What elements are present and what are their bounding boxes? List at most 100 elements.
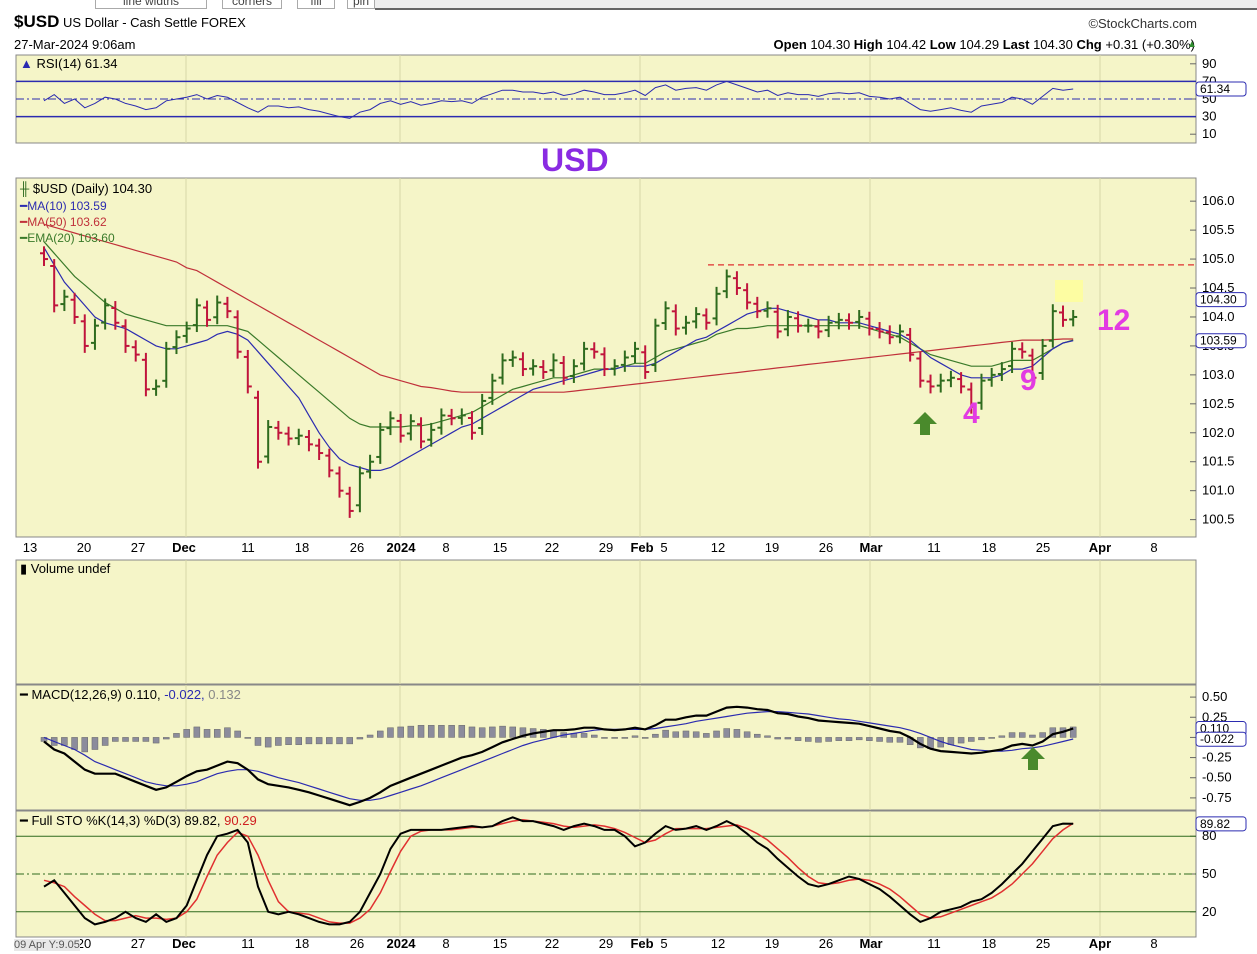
x-axis-label: 13	[23, 540, 37, 555]
x-axis-label: 8	[1150, 936, 1157, 951]
price-last-tag-box	[1195, 292, 1247, 308]
macd-hist-bar	[285, 737, 292, 745]
x-axis-label: 12	[711, 540, 725, 555]
macd-tick-label: 0.25	[1202, 709, 1227, 724]
annotation-9: 9	[1020, 364, 1037, 397]
line-widths-button[interactable]: line widths	[95, 0, 207, 9]
sto-tick-label: 20	[1202, 904, 1216, 919]
rsi-value-tag-text: 61.34	[1200, 82, 1230, 96]
price-panel	[15, 177, 1197, 538]
x-axis-label: Apr	[1089, 540, 1111, 555]
macd-hist-bar	[631, 735, 639, 738]
last-label: Last	[1002, 37, 1030, 52]
macd-hist-bar	[978, 737, 985, 741]
macd-hist-bar	[489, 726, 496, 738]
x-axis-label: 22	[545, 936, 559, 951]
macd-hist-bar	[723, 728, 730, 738]
instrument-name: US Dollar - Cash Settle FOREX	[62, 15, 246, 30]
macd-tick-label: -0.50	[1202, 770, 1232, 785]
x-axis-label: 20	[77, 540, 91, 555]
price-tick-label: 101.0	[1202, 483, 1235, 498]
macd-tick-label: -0.75	[1202, 790, 1232, 805]
x-axis-label: 27	[131, 540, 145, 555]
x-axis-label: Apr	[1089, 936, 1111, 951]
macd-hist-bar	[652, 733, 659, 738]
macd-hist-bar	[71, 737, 78, 750]
macd-hist-bar	[621, 737, 629, 739]
rsi-line	[43, 80, 1074, 119]
price-ma-tag-text: 103.59	[1200, 334, 1237, 348]
x-axis-label: 19	[765, 936, 779, 951]
chg-value: +0.31 (+0.30%)	[1105, 37, 1195, 52]
macd-signal-tag-text: -0.022	[1200, 732, 1234, 746]
macd-hist-bar	[815, 737, 822, 743]
macd-hist-bar	[427, 725, 435, 738]
pin-button[interactable]: pin	[347, 0, 375, 9]
price-tick-label: 100.5	[1202, 512, 1235, 527]
macd-hist-bar	[1018, 732, 1026, 738]
macd-hist-bar	[377, 730, 384, 738]
macd-hist-bar	[264, 737, 272, 748]
x-axis-label: 20	[77, 936, 91, 951]
macd-hist-bar	[224, 727, 231, 738]
price-tick-label: 105.0	[1202, 251, 1235, 266]
macd-hist-bar	[203, 729, 211, 738]
macd-hist-bar	[397, 726, 404, 738]
macd-hist-bar	[193, 726, 201, 738]
corners-button[interactable]: corners	[222, 0, 282, 9]
macd-hist-bar	[101, 737, 109, 746]
ema20-line	[43, 241, 1074, 428]
macd-hist-bar	[641, 737, 649, 739]
macd-hist-bar	[244, 737, 252, 739]
sto-d-line	[43, 819, 1074, 924]
rsi-value-tag-box	[1195, 81, 1247, 97]
price-tick-label: 102.5	[1202, 396, 1235, 411]
macd-hist-bar	[835, 737, 843, 741]
last-value: 104.30	[1033, 37, 1073, 52]
macd-hist-bar	[499, 725, 506, 738]
x-axis-label: Feb	[630, 936, 653, 951]
macd-hist-bar	[794, 737, 802, 741]
macd-legend-name: MACD(12,26,9) 0.110,	[31, 687, 161, 702]
usd-annotation: USD	[541, 142, 609, 178]
macd-hist-bar	[774, 737, 781, 740]
price-tick-label: 106.0	[1202, 193, 1235, 208]
price-tick-label: 104.5	[1202, 280, 1235, 295]
bottom-note: 09 Apr Y:9.05	[14, 939, 80, 951]
sto-tick-label: 80	[1202, 828, 1216, 843]
macd-hist-bar	[234, 730, 241, 738]
macd-hist-bar	[417, 725, 425, 738]
volume-bars-icon: ▮	[20, 561, 28, 576]
high-label: High	[853, 37, 883, 52]
price-bar-icon: ╫	[20, 181, 30, 196]
macd-hist-bar	[326, 737, 333, 745]
ma10-swatch-icon: ━	[20, 199, 28, 213]
rsi-legend: ▲ RSI(14) 61.34	[20, 56, 117, 71]
rsi-tick-label: 30	[1202, 109, 1216, 124]
macd-swatch-icon: ━	[20, 687, 28, 702]
macd-hist-bar	[580, 733, 588, 738]
sto-tick-label: 50	[1202, 866, 1216, 881]
macd-hist-bar	[519, 727, 527, 738]
x-axis-label: 26	[350, 936, 364, 951]
macd-hist-bar	[713, 730, 720, 738]
fill-button[interactable]: fill	[297, 0, 335, 9]
sto-value-tag-text: 89.82	[1200, 817, 1230, 831]
annotation-12: 12	[1097, 304, 1131, 337]
ma50-line	[43, 223, 1074, 393]
sto-swatch-icon: ━	[20, 813, 28, 828]
x-axis-label: 26	[819, 540, 833, 555]
x-axis-label: 15	[493, 540, 507, 555]
x-axis-label: 12	[711, 936, 725, 951]
macd-hist-bar	[163, 737, 170, 740]
ma50-legend-text: MA(50) 103.62	[27, 215, 107, 229]
highlight-box	[1055, 280, 1083, 302]
x-axis-label: 18	[982, 936, 996, 951]
price-up-arrow-icon	[913, 412, 937, 435]
macd-hist-bar	[448, 725, 455, 738]
macd-hist-bar	[601, 737, 608, 739]
macd-hist-bar	[825, 737, 832, 742]
macd-signal-line	[43, 710, 1074, 801]
x-axis-label: 8	[442, 540, 449, 555]
